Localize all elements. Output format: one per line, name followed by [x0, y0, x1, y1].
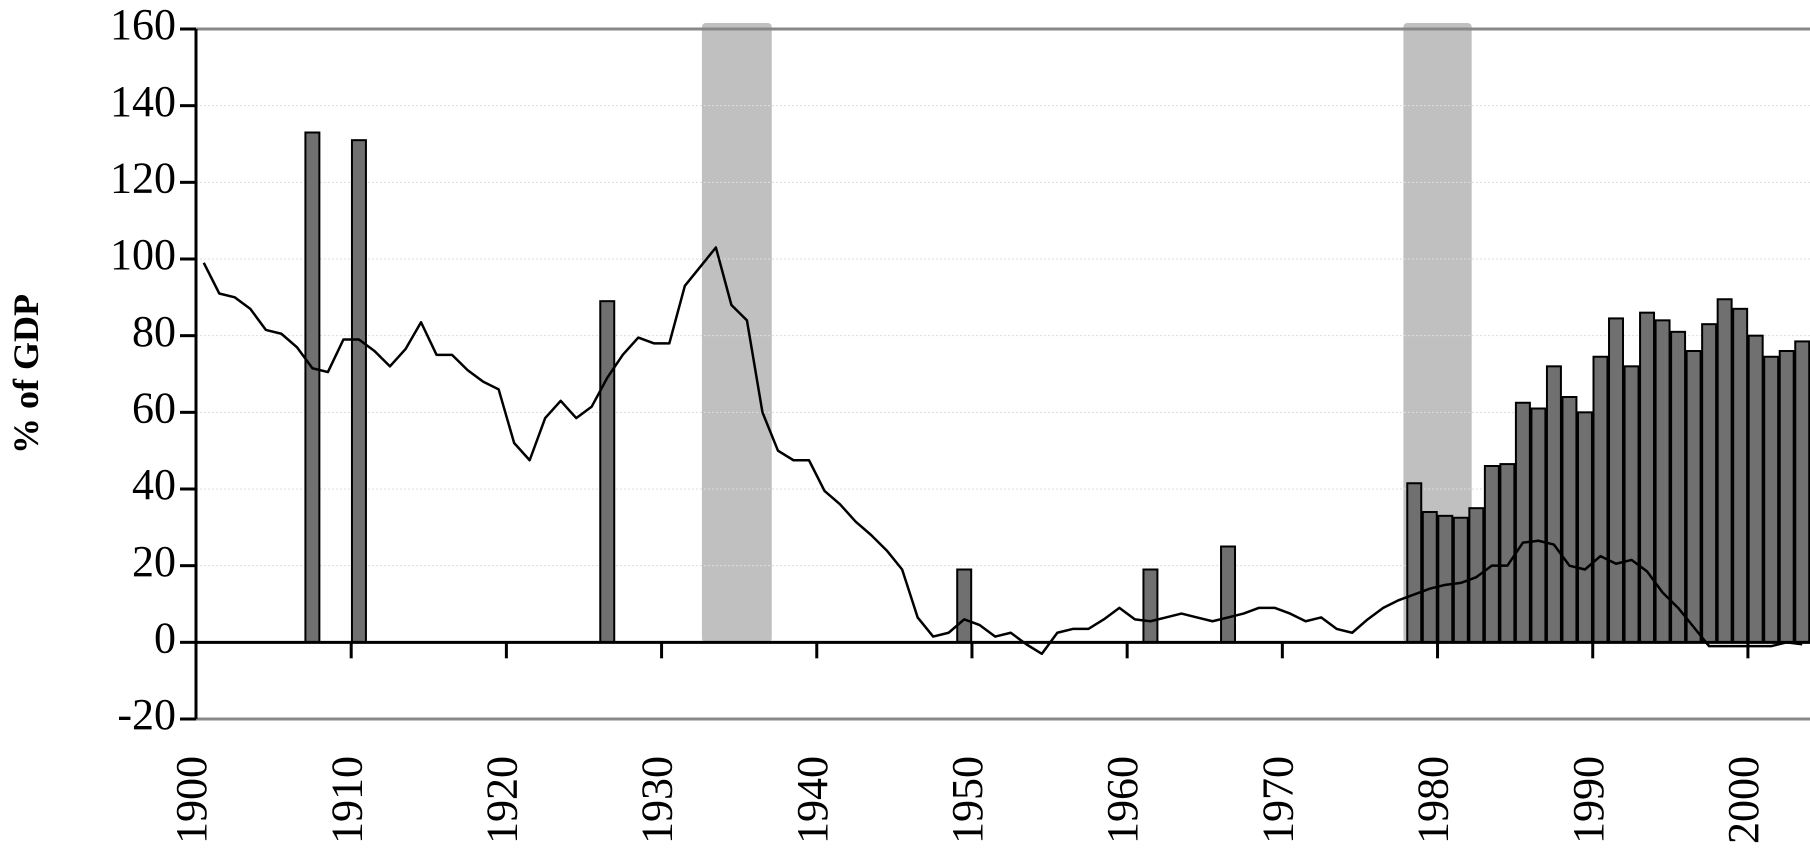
- y-axis-label: % of GDP: [6, 294, 46, 454]
- bar: [1220, 545, 1237, 644]
- shaded-period: [701, 23, 772, 643]
- bar: [1794, 340, 1810, 644]
- x-tick-label: 1940: [788, 756, 837, 844]
- bar: [1608, 317, 1624, 644]
- bar: [1483, 465, 1500, 644]
- y-tick-label: -20: [117, 690, 176, 739]
- bar: [1639, 311, 1656, 644]
- plot-area: [202, 131, 1810, 656]
- bar: [956, 568, 973, 644]
- bar: [1530, 407, 1547, 644]
- y-tick-label: 160: [110, 0, 176, 49]
- bar: [1716, 298, 1733, 644]
- bar: [1421, 511, 1438, 644]
- bar: [1142, 568, 1159, 644]
- bar: [1406, 482, 1423, 644]
- y-tick-label: 40: [132, 460, 176, 509]
- bar: [1437, 514, 1454, 644]
- x-tick-label: 1980: [1409, 756, 1458, 844]
- y-tick-label: 140: [110, 77, 176, 126]
- x-tick-label: 1950: [943, 756, 992, 844]
- background-layer: [196, 23, 1810, 721]
- y-tick-label: 20: [132, 537, 176, 586]
- bar: [350, 139, 367, 644]
- bar: [1468, 507, 1485, 644]
- bar: [1499, 463, 1516, 644]
- bar: [1592, 355, 1609, 644]
- y-tick-label: 120: [110, 153, 176, 202]
- bar: [1545, 365, 1562, 644]
- bar: [1747, 334, 1764, 644]
- y-tick-label: 100: [110, 230, 176, 279]
- x-tick-label: 1920: [477, 756, 526, 844]
- bar: [599, 300, 616, 644]
- x-tick-label: 1900: [167, 756, 216, 844]
- bar: [1685, 350, 1702, 644]
- y-tick-label: 60: [132, 383, 176, 432]
- bar: [1576, 411, 1593, 644]
- axes-layer: -20 0 20 40 60 80 100 120 140 160 1900 1910 1920 1930…: [110, 0, 1810, 844]
- x-tick-label: 2000: [1719, 756, 1768, 844]
- y-tick-label: 0: [154, 613, 176, 662]
- bar: [1732, 307, 1749, 644]
- x-tick-label: 1970: [1253, 756, 1302, 844]
- bar: [1561, 396, 1578, 644]
- bar: [304, 131, 321, 644]
- bar: [1778, 350, 1795, 644]
- bar: [1623, 365, 1640, 644]
- line: [202, 246, 1803, 656]
- y-tick-label: 80: [132, 307, 176, 356]
- x-tick-label: 1960: [1098, 756, 1147, 844]
- x-tick-label: 1910: [322, 756, 371, 844]
- bar: [1514, 401, 1531, 644]
- bar: [1763, 355, 1780, 644]
- bar: [1670, 330, 1687, 644]
- bar: [1701, 323, 1718, 644]
- x-tick-label: 1990: [1564, 756, 1613, 844]
- x-tick-label: 1930: [633, 756, 682, 844]
